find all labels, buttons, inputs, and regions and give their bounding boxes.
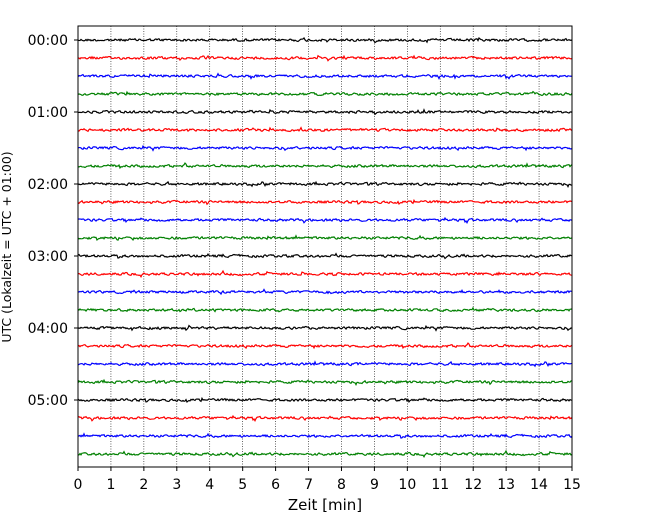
trace-line: [77, 126, 573, 133]
trace-line: [77, 396, 573, 404]
x-tick-label: 2: [139, 477, 148, 493]
trace-line: [77, 54, 573, 62]
x-tick-label: 5: [238, 477, 247, 493]
x-tick-label: 12: [464, 477, 482, 493]
x-tick-label: 8: [337, 477, 346, 493]
trace-line: [77, 90, 573, 97]
x-tick-label: 3: [172, 477, 181, 493]
trace-line: [77, 360, 573, 368]
trace-line: [77, 144, 573, 152]
y-axis-ticks: 00:00 01:00 02:00 03:00 04:00 05:00: [28, 33, 78, 409]
trace-line: [77, 378, 573, 387]
trace-line: [77, 252, 573, 260]
x-tick-label: 6: [271, 477, 280, 493]
trace-line: [77, 234, 573, 241]
x-tick-label: 4: [205, 477, 214, 493]
vertical-grid-lines: [110, 26, 540, 467]
x-axis-title: Zeit [min]: [288, 496, 362, 514]
y-tick-label: 04:00: [28, 321, 68, 337]
trace-line: [77, 216, 573, 225]
trace-line: [77, 324, 573, 332]
trace-line: [77, 414, 573, 423]
seismic-traces: [77, 36, 573, 458]
trace-line: [77, 180, 573, 189]
y-tick-label: 00:00: [28, 33, 68, 49]
trace-line: [77, 72, 573, 81]
x-tick-label: 1: [106, 477, 115, 493]
plot-frame: [77, 25, 573, 468]
y-tick-label: 02:00: [28, 177, 68, 193]
x-tick-label: 15: [563, 477, 581, 493]
trace-line: [77, 306, 573, 313]
x-tick-label: 7: [304, 477, 313, 493]
x-axis-ticks: 0 1 2 3 4 5 6 7 8 9 10 11 12 13 14 15: [74, 467, 581, 493]
x-tick-label: 9: [370, 477, 379, 493]
y-tick-label: 03:00: [28, 249, 68, 265]
trace-line: [77, 198, 573, 206]
x-tick-label: 14: [530, 477, 548, 493]
trace-line: [77, 108, 573, 116]
trace-line: [77, 36, 573, 44]
trace-line: [77, 162, 573, 170]
x-tick-label: 13: [497, 477, 515, 493]
trace-line: [77, 269, 573, 278]
x-tick-label: 10: [398, 477, 416, 493]
trace-line: [77, 432, 573, 439]
trace-line: [77, 449, 573, 458]
x-tick-label: 11: [431, 477, 449, 493]
x-tick-label: 0: [74, 477, 83, 493]
y-axis-title: UTC (Lokalzeit = UTC + 01:00): [0, 151, 14, 342]
trace-line: [77, 342, 573, 350]
y-tick-label: 05:00: [28, 393, 68, 409]
y-tick-label: 01:00: [28, 105, 68, 121]
trace-line: [77, 288, 573, 296]
